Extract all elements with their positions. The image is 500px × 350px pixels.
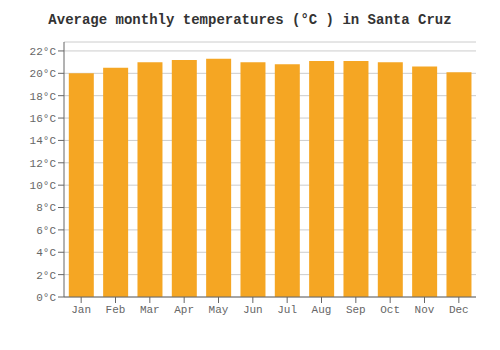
svg-text:10°C: 10°C [30, 180, 57, 192]
svg-text:Nov: Nov [415, 304, 435, 316]
svg-text:0°C: 0°C [36, 292, 56, 304]
svg-text:Dec: Dec [449, 304, 469, 316]
svg-text:Aug: Aug [312, 304, 332, 316]
svg-text:Feb: Feb [106, 304, 126, 316]
svg-text:16°C: 16°C [30, 113, 57, 125]
svg-text:20°C: 20°C [30, 68, 57, 80]
svg-text:Jun: Jun [243, 304, 263, 316]
svg-text:22°C: 22°C [30, 46, 57, 58]
svg-text:14°C: 14°C [30, 135, 57, 147]
svg-text:Jul: Jul [277, 304, 297, 316]
svg-text:Oct: Oct [380, 304, 400, 316]
svg-text:18°C: 18°C [30, 91, 57, 103]
html-text:Average monthly temperatures (: Average monthly temperatures (°C ) in Sa… [48, 12, 452, 28]
svg-text:2°C: 2°C [36, 270, 56, 282]
svg-text:4°C: 4°C [36, 247, 56, 259]
svg-text:8°C: 8°C [36, 202, 56, 214]
svg-text:12°C: 12°C [30, 158, 57, 170]
svg-text:Apr: Apr [174, 304, 194, 316]
svg-text:6°C: 6°C [36, 225, 56, 237]
svg-text:May: May [209, 304, 229, 316]
svg-text:Mar: Mar [140, 304, 160, 316]
svg-text:Jan: Jan [71, 304, 91, 316]
svg-text:Sep: Sep [346, 304, 366, 316]
